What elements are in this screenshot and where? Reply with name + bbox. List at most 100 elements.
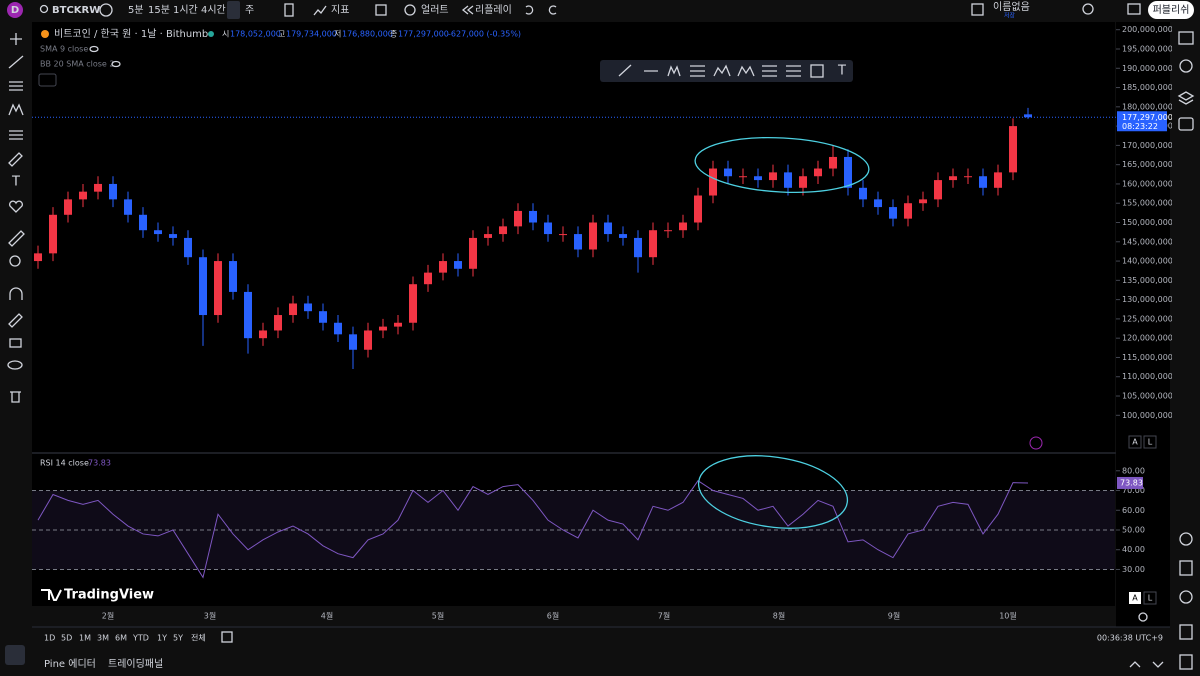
- checkbox[interactable]: [971, 3, 984, 16]
- data-icon[interactable]: [1177, 91, 1195, 105]
- range-button[interactable]: 1D: [44, 634, 55, 643]
- chat-icon[interactable]: [1178, 117, 1194, 131]
- layout-icon[interactable]: [375, 4, 387, 16]
- interval-button[interactable]: 4시간: [201, 4, 226, 16]
- candle-body: [349, 334, 357, 350]
- x-tick-label: 8월: [773, 611, 785, 621]
- countdown: 08:23:22: [1122, 122, 1158, 131]
- range-button[interactable]: 1Y: [157, 634, 167, 643]
- auto-scale-button[interactable]: [1128, 435, 1142, 449]
- range-button[interactable]: YTD: [132, 634, 149, 643]
- tool-icons[interactable]: [618, 64, 801, 77]
- eye-icon[interactable]: [111, 60, 121, 68]
- zoom-tool[interactable]: [9, 255, 21, 267]
- watchlist-icon[interactable]: [1178, 31, 1194, 45]
- publish-button[interactable]: [1148, 1, 1194, 19]
- symbol[interactable]: BTCKRW: [52, 5, 100, 16]
- candle-body: [139, 214, 147, 231]
- bb-legend[interactable]: BB 20 SMA close 2: [40, 60, 114, 69]
- annotation-ellipse[interactable]: [694, 133, 871, 196]
- help-icon[interactable]: [1179, 590, 1193, 604]
- interval-button[interactable]: 주: [245, 5, 254, 16]
- log-scale-button[interactable]: [1143, 591, 1157, 605]
- redo[interactable]: [548, 5, 557, 15]
- layout-name[interactable]: 이름없음: [993, 0, 1030, 13]
- y-tick-label: 195,000,000: [1122, 44, 1173, 53]
- text-tool[interactable]: T: [837, 64, 846, 79]
- low-label: 저: [334, 30, 341, 39]
- text-tool[interactable]: T: [11, 175, 20, 190]
- collapse-button[interactable]: [38, 73, 57, 87]
- avatar[interactable]: [7, 2, 23, 18]
- sma-legend[interactable]: SMA 9 close: [40, 45, 88, 54]
- clock: 00:36:38 UTC+9: [1097, 634, 1163, 643]
- axis-settings[interactable]: [1138, 612, 1148, 622]
- rsi-tag: [1117, 476, 1143, 489]
- search-icon[interactable]: [39, 4, 49, 14]
- forecast-tool[interactable]: [9, 130, 23, 140]
- notes-icon[interactable]: [1179, 624, 1193, 640]
- candle-body: [394, 322, 402, 327]
- alert-button[interactable]: 얼러트: [421, 4, 449, 16]
- indicators-icon: [313, 5, 327, 16]
- candle-body: [574, 234, 582, 250]
- more-icon[interactable]: [1179, 654, 1193, 670]
- hide-tool[interactable]: [7, 360, 23, 370]
- y-tick-label: 50.00: [1122, 526, 1145, 535]
- y-tick-label: 150,000,000: [1122, 218, 1173, 227]
- x-tick-label: 10월: [999, 611, 1017, 621]
- brush-tool[interactable]: [8, 152, 23, 167]
- candle-body: [469, 237, 477, 269]
- settings-icon[interactable]: [1082, 3, 1094, 15]
- low-value: 176,880,000: [342, 30, 393, 39]
- chart-type-icon[interactable]: [284, 3, 294, 17]
- crosshair-tool[interactable]: [10, 33, 22, 45]
- candle-body: [979, 176, 987, 188]
- rect-tool[interactable]: [810, 64, 824, 78]
- alerts-icon[interactable]: [1179, 59, 1193, 73]
- candle-body: [109, 183, 117, 200]
- replay-button[interactable]: 리플레이: [475, 4, 512, 16]
- calendar-icon[interactable]: [1179, 560, 1193, 576]
- ruler-tool[interactable]: [8, 230, 25, 247]
- y-tick-label: 200,000,000: [1122, 25, 1173, 34]
- indicators-button[interactable]: 지표: [331, 4, 349, 16]
- range-button[interactable]: 6M: [115, 634, 127, 643]
- fib-tool[interactable]: [9, 81, 23, 91]
- watchlist-star[interactable]: [5, 645, 25, 665]
- interval-button[interactable]: 5분: [128, 4, 144, 16]
- candle-body: [544, 222, 552, 235]
- candle-body: [244, 291, 252, 339]
- interval-button[interactable]: 1시간: [173, 4, 198, 16]
- candle-body: [994, 172, 1002, 188]
- trading-panel-tab[interactable]: 트레이딩패널: [108, 658, 163, 670]
- magnet-tool[interactable]: [9, 287, 23, 300]
- annotation-ellipse[interactable]: [694, 447, 852, 537]
- snapshot-icon[interactable]: [1127, 3, 1141, 15]
- y-tick-label: 80.00: [1122, 466, 1145, 475]
- undo[interactable]: [525, 5, 534, 15]
- auto-scale-button[interactable]: [1129, 592, 1141, 604]
- candle-body: [904, 203, 912, 219]
- event-icon[interactable]: [1029, 436, 1043, 450]
- range-button[interactable]: 전체: [191, 633, 206, 643]
- pattern-tool[interactable]: [8, 103, 24, 116]
- log-scale-button[interactable]: [1143, 435, 1157, 449]
- logo-text: TradingView: [64, 588, 154, 603]
- pine-tab[interactable]: Pine 에디터: [44, 658, 96, 670]
- ideas-icon[interactable]: [1179, 532, 1193, 546]
- icon-tool[interactable]: [9, 200, 23, 213]
- trendline-tool[interactable]: [8, 55, 24, 69]
- range-button[interactable]: 5D: [61, 634, 72, 643]
- compare-button[interactable]: [99, 3, 113, 17]
- interval-button[interactable]: 15분: [148, 4, 170, 16]
- eye-icon[interactable]: [89, 45, 99, 53]
- date-range-icon[interactable]: [221, 631, 233, 643]
- lock-tool[interactable]: [9, 338, 22, 348]
- range-button[interactable]: 1M: [79, 634, 91, 643]
- range-button[interactable]: 3M: [97, 634, 109, 643]
- delete-tool[interactable]: [10, 391, 21, 403]
- range-button[interactable]: 5Y: [173, 634, 183, 643]
- panel-controls[interactable]: [1129, 661, 1164, 668]
- stay-drawing-tool[interactable]: [8, 313, 23, 328]
